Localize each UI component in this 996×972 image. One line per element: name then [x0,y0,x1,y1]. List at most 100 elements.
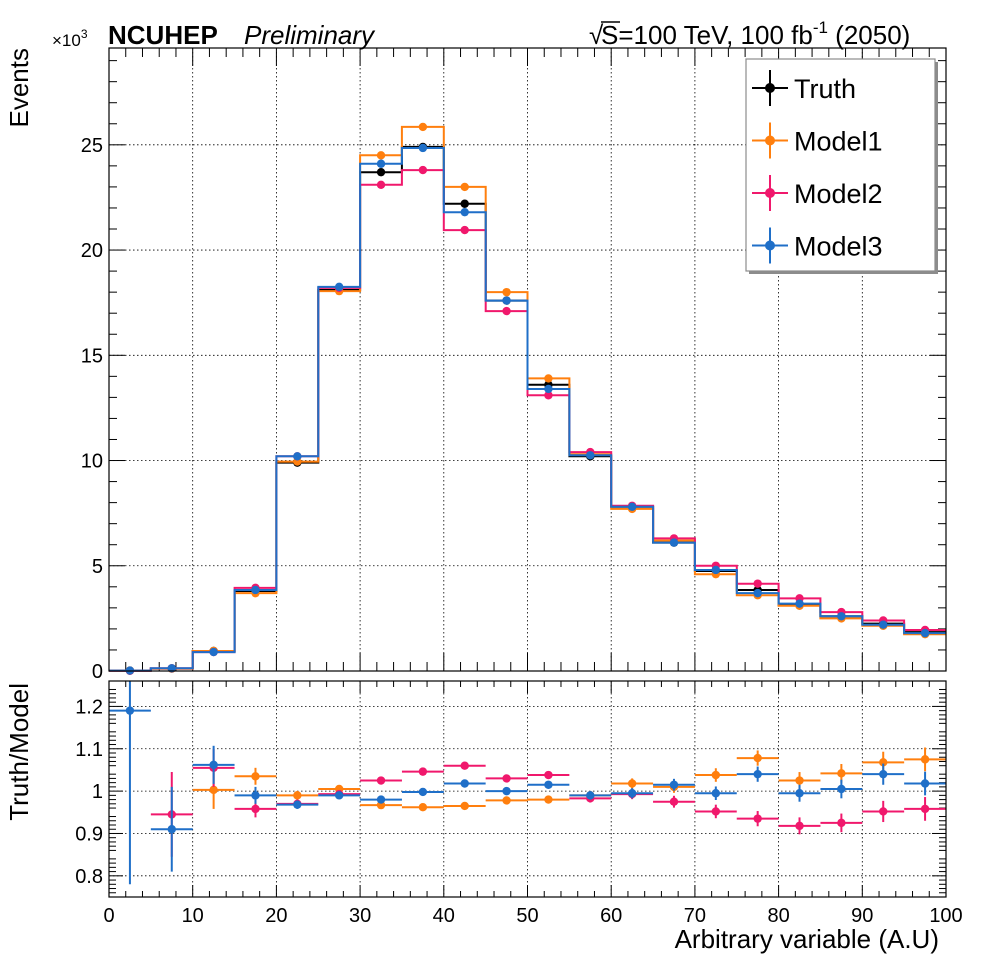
ratio-point [376,795,386,804]
top-point-model3 [837,612,846,621]
top-y-tick-label: 15 [81,345,103,367]
ratio-point [711,770,721,780]
top-point-model3 [502,296,511,305]
x-tick-label: 50 [516,905,538,927]
ratio-point [251,804,260,814]
bottom-ylabel: Truth/Model [4,683,34,821]
bottom-grid [109,681,946,897]
top-panel: 0 5 10 15 20 25 [81,47,947,683]
legend-label: Model1 [794,127,883,157]
legend-box [745,58,936,272]
legend-label: Model3 [794,232,883,262]
top-y-tick-label: 25 [81,135,103,157]
top-point-model3 [711,565,721,575]
x-tick-label: 40 [433,905,455,927]
top-point-model2 [460,225,469,235]
sqrt-symbol: √ [589,20,604,50]
ratio-point [627,779,637,788]
ratio-point [920,755,930,764]
ratio-point [586,791,595,800]
top-point-model2 [418,165,428,175]
x-tick-label: 90 [851,905,873,927]
legend-entry-model3: Model3 [752,227,883,264]
ratio-point [418,787,428,797]
ratio-point [209,760,218,770]
top-point-model3 [920,628,930,638]
x-tick-label: 100 [929,905,962,927]
legend: Truth Model1 Model2 Model3 [745,58,938,274]
ratio-point [544,780,553,789]
top-series-model3 [109,143,946,675]
xlabel: Arbitrary variable (A.U) [675,924,939,954]
ratio-point [711,807,721,816]
top-point-model3 [544,384,553,394]
bottom-series-layer [109,681,946,885]
y-multiplier: ×103 [52,27,88,50]
legend-label: Model2 [794,179,883,209]
ratio-point [837,818,846,828]
top-point-model2 [502,306,511,316]
ratio-point [795,821,804,831]
legend-marker-dot [765,135,775,146]
ratio-point [418,803,428,812]
ratio-series-model3 [109,681,946,885]
top-point-model1 [376,151,386,160]
x-tick-label: 30 [349,905,371,927]
bottom-y-tick-label: 0.8 [75,866,103,888]
top-point-model3 [586,451,595,460]
ratio-point [502,786,511,796]
top-point-model1 [460,182,469,192]
ratio-point [837,769,846,778]
ratio-point [209,785,218,795]
ratio-point [753,814,762,823]
ratio-point [544,770,553,780]
ratio-point [502,796,511,805]
ratio-point [334,791,344,800]
ratio-point [879,769,888,779]
top-y-tick-label: 5 [92,556,103,578]
ratio-point [460,801,469,811]
ratio-point [293,800,302,809]
ratio-point [418,767,428,776]
bottom-panel: 0.8 0.9 1 1.1 1.2 0 10 20 30 40 50 60 70 80 90 100 [75,680,963,927]
legend-items: Truth Model1 Model2 Model3 [752,70,883,264]
ratio-point [879,807,888,816]
legend-marker-dot [765,240,775,251]
x-tick-label: 80 [767,905,789,927]
top-point-model3 [251,585,260,595]
top-point-model3 [460,207,469,217]
ratio-point [251,772,260,781]
energy-text: S=100 TeV, 100 fb-1 (2050) [601,18,910,50]
ratio-point [879,758,888,767]
ratio-point [460,761,469,770]
legend-entry-truth: Truth [752,70,856,106]
ratio-point [753,769,762,779]
bottom-frame [108,680,947,898]
x-tick-label: 60 [600,905,622,927]
ratio-point [920,804,930,814]
top-point-model3 [879,620,888,629]
status-label: Preliminary [244,20,376,50]
legend-marker-dot [765,188,775,198]
top-y-tick-label: 20 [81,240,103,262]
top-series-layer [109,122,946,675]
brand-label: NCUHEP [108,20,218,50]
ratio-point [795,789,804,798]
top-point-truth [460,199,469,208]
ratio-point [460,779,469,788]
top-point-model3 [209,647,218,657]
top-point-model3 [753,588,762,598]
bottom-y-tick-label: 1 [92,781,103,803]
x-tick-label: 0 [103,905,114,927]
ratio-point [920,779,930,788]
top-point-model3 [293,452,302,461]
top-point-model1 [544,374,553,383]
top-point-model2 [376,180,386,190]
ratio-point [502,774,511,783]
top-point-model1 [418,122,428,132]
ratio-point [544,795,553,804]
top-point-model2 [544,391,553,400]
top-frame [108,47,947,672]
ratio-point [837,784,846,794]
